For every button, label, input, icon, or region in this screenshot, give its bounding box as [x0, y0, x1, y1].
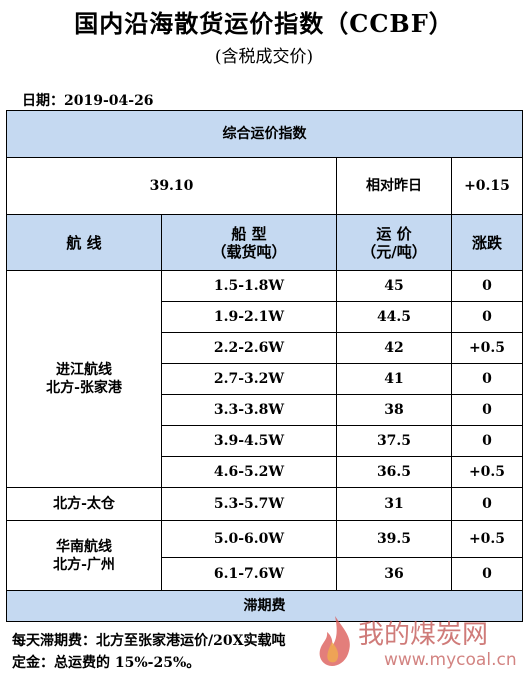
ship-type-cell: 6.1-7.6W — [161, 557, 337, 591]
change-cell: 0 — [451, 394, 523, 426]
route-line1: 进江航线 — [56, 362, 112, 378]
table-row: 2.7-3.2W 41 0 — [7, 363, 523, 395]
rate-cell: 42 — [336, 332, 452, 364]
ship-type-cell: 5.3-5.7W — [161, 487, 337, 521]
change-cell: +0.5 — [451, 520, 523, 558]
ship-type-cell: 2.7-3.2W — [161, 363, 337, 395]
rate-cell: 44.5 — [336, 301, 452, 333]
page-title: 国内沿海散货运价指数（CCBF） — [74, 9, 454, 38]
page-subtitle: (含税成交价) — [214, 47, 314, 67]
composite-index-value: 39.10 — [6, 157, 337, 215]
ship-type-cell: 4.6-5.2W — [161, 456, 337, 488]
route-cell: 北方-太仓 — [6, 487, 162, 521]
ship-type-line2: （载货吨） — [211, 242, 287, 261]
table-row: 北方-太仓 5.3-5.7W 31 0 — [6, 487, 523, 521]
flame-logo-icon — [319, 616, 350, 666]
demurrage-line1: 每天滞期费：北方至张家港运价/20X实载吨 — [12, 633, 286, 649]
rate-cell: 39.5 — [336, 520, 452, 558]
demurrage-notes: 每天滞期费：北方至张家港运价/20X实载吨 定金：总运费的 15%-25%。 — [12, 630, 285, 674]
col-ship-type-header: 船 型 （载货吨） — [161, 214, 337, 271]
route-cell: 华南航线 北方-广州 — [6, 520, 162, 591]
change-cell: 0 — [451, 363, 523, 395]
rate-cell: 45 — [336, 270, 452, 302]
col-rate-header: 运 价 （元/吨） — [336, 214, 452, 271]
ship-type-cell: 1.9-2.1W — [161, 301, 337, 333]
rate-cell: 37.5 — [336, 425, 452, 457]
date-label: 日期： — [22, 93, 64, 109]
ship-type-cell: 1.5-1.8W — [161, 270, 337, 302]
change-cell: 0 — [451, 301, 523, 333]
change-cell: +0.5 — [451, 332, 523, 364]
watermark-url: www.mycoal.cn — [384, 650, 517, 670]
ship-type-cell: 3.3-3.8W — [161, 394, 337, 426]
compare-label: 相对昨日 — [336, 157, 452, 215]
rate-cell: 31 — [336, 487, 452, 521]
ship-type-cell: 3.9-4.5W — [161, 425, 337, 457]
change-cell: 0 — [451, 270, 523, 302]
rate-cell: 36.5 — [336, 456, 452, 488]
table-row: 6.1-7.6W 36 0 — [7, 557, 523, 591]
date-line: 日期：2019-04-26 — [22, 90, 154, 110]
freight-index-table: 综合运价指数 39.10 相对昨日 +0.15 航 线 船 型 （载货吨） 运 … — [6, 110, 523, 622]
ship-type-cell: 5.0-6.0W — [161, 520, 337, 558]
ship-type-cell: 2.2-2.6W — [161, 332, 337, 364]
change-cell: 0 — [451, 487, 523, 521]
col-route-header: 航 线 — [6, 214, 162, 271]
route-line1: 华南航线 — [56, 538, 112, 555]
change-cell: +0.5 — [451, 456, 523, 488]
table-row: 3.3-3.8W 38 0 — [7, 394, 523, 426]
col-change-header: 涨跌 — [451, 214, 523, 271]
rate-cell: 41 — [336, 363, 452, 395]
watermark: 我的煤炭网 www.mycoal.cn — [300, 612, 525, 678]
table-row: 华南航线 北方-广州 5.0-6.0W 39.5 +0.5 — [6, 520, 523, 591]
table-row: 1.9-2.1W 44.5 0 — [7, 301, 523, 333]
route-line2: 北方-广州 — [53, 556, 115, 573]
demurrage-line2: 定金：总运费的 15%-25%。 — [12, 655, 201, 671]
composite-change: +0.15 — [451, 157, 523, 215]
route-cell: 进江航线 北方-张家港 — [6, 270, 162, 488]
route-line2: 北方-张家港 — [46, 380, 122, 396]
rate-cell: 38 — [336, 394, 452, 426]
rate-line2: （元/吨） — [361, 242, 427, 261]
composite-section-title: 综合运价指数 — [6, 110, 523, 158]
rate-line1: 运 价 — [376, 224, 412, 243]
table-row: 进江航线 北方-张家港 1.5-1.8W 45 0 — [6, 270, 523, 488]
ship-type-line1: 船 型 — [231, 224, 267, 243]
change-cell: 0 — [451, 425, 523, 457]
table-row: 4.6-5.2W 36.5 +0.5 — [7, 456, 523, 488]
change-cell: 0 — [451, 557, 523, 591]
rate-cell: 36 — [336, 557, 452, 591]
watermark-text: 我的煤炭网 — [358, 620, 489, 650]
table-row: 3.9-4.5W 37.5 0 — [7, 425, 523, 457]
demurrage-section-title: 滞期费 — [6, 590, 523, 622]
date-value: 2019-04-26 — [64, 93, 154, 109]
